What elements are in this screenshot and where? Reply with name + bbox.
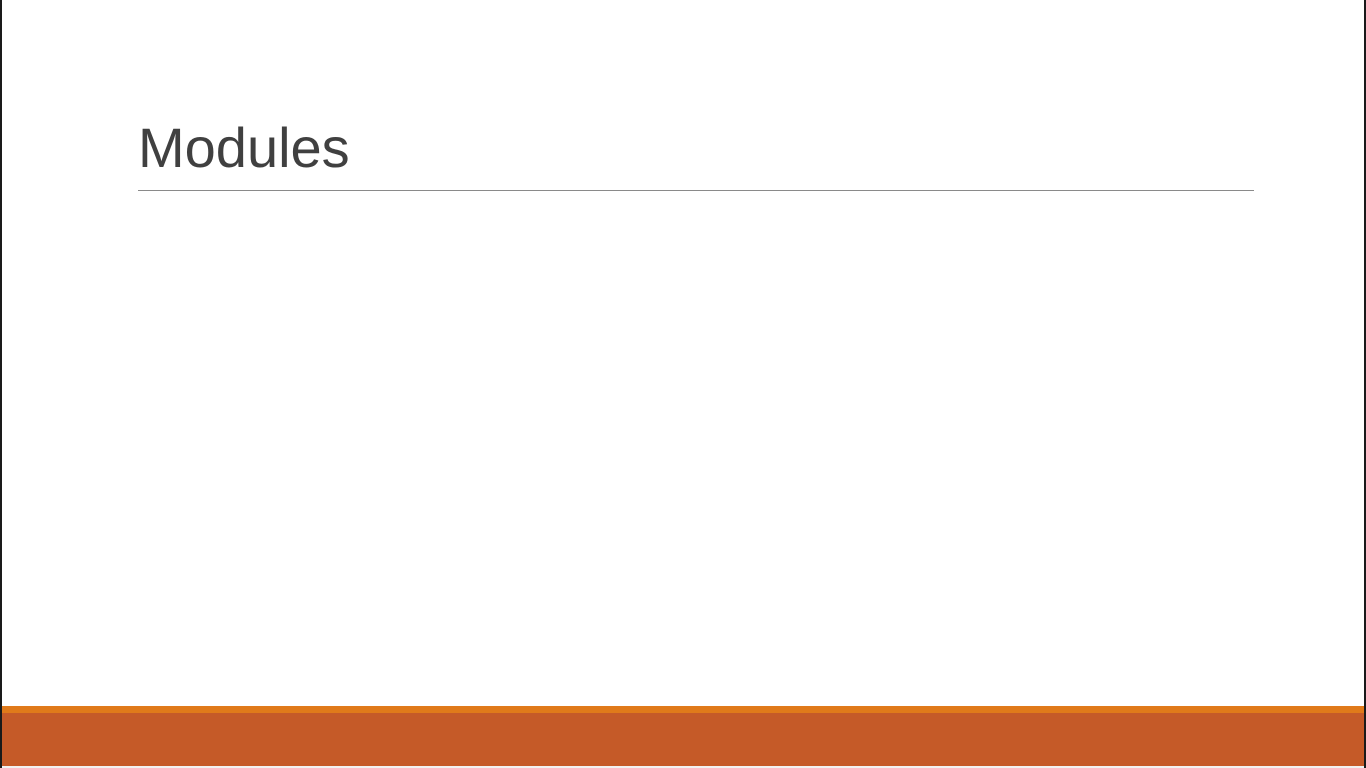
footer-accent-line [2,706,1364,713]
title-divider [138,190,1254,191]
bottom-edge [2,766,1364,768]
slide-title: Modules [138,116,350,179]
footer-band [2,706,1364,766]
